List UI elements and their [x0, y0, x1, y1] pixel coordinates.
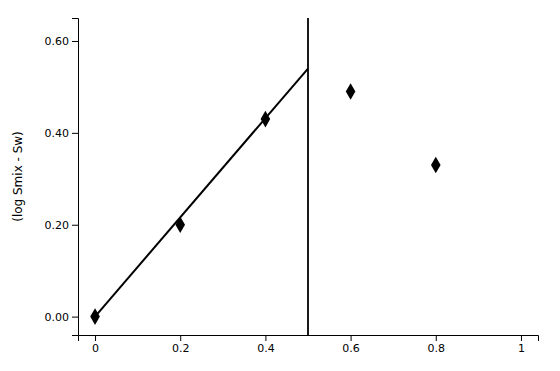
y-axis-title: (log Smix - Sw): [11, 131, 25, 222]
vertical-line: [307, 18, 309, 335]
tick-mark: [72, 133, 78, 134]
plot-area: 0 0.2 0.4 0.6 0.8 1 0.00 0.20 0.40 0.60: [45, 18, 539, 355]
tick-mark: [521, 335, 522, 341]
tick: 0.20: [45, 219, 79, 232]
trend-line: [95, 69, 308, 317]
tick-mark: [72, 225, 78, 226]
tick-label: 0.00: [45, 311, 70, 324]
point: [431, 157, 441, 174]
tick-label: 0.60: [45, 35, 70, 48]
tick: 0.8: [428, 335, 446, 355]
tick-label: 0.8: [428, 342, 446, 355]
tick-label: 0.20: [45, 219, 70, 232]
tick-mark: [72, 41, 78, 42]
tick: 0.00: [45, 311, 79, 324]
tick-label: 0.4: [257, 342, 275, 355]
chart: 0 0.2 0.4 0.6 0.8 1 0.00 0.20 0.40 0.60 (log Smix …: [0, 0, 560, 371]
tick-label: 1: [518, 342, 525, 355]
point: [90, 308, 100, 325]
y-axis: 0.00 0.20 0.40 0.60: [45, 19, 79, 336]
tick: 1: [518, 335, 525, 355]
marks: [90, 18, 440, 335]
point: [261, 111, 271, 128]
x-axis: 0 0.2 0.4 0.6 0.8 1: [79, 335, 539, 355]
point: [175, 216, 185, 233]
tick: 0.40: [45, 127, 79, 140]
tick-mark: [180, 335, 181, 341]
tick-mark: [265, 335, 266, 341]
tick-mark: [72, 317, 78, 318]
tick: 0.4: [257, 335, 275, 355]
point: [346, 83, 356, 100]
tick: 0: [92, 335, 99, 355]
tick-mark: [95, 335, 96, 341]
tick-mark: [436, 335, 437, 341]
tick: 0.2: [172, 335, 190, 355]
tick-label: 0: [92, 342, 99, 355]
tick-mark: [351, 335, 352, 341]
tick-label: 0.6: [342, 342, 360, 355]
tick-label: 0.40: [45, 127, 70, 140]
axis-line: [72, 19, 79, 336]
tick: 0.60: [45, 35, 79, 48]
axis-line: [79, 336, 539, 342]
tick-label: 0.2: [172, 342, 190, 355]
tick: 0.6: [342, 335, 360, 355]
